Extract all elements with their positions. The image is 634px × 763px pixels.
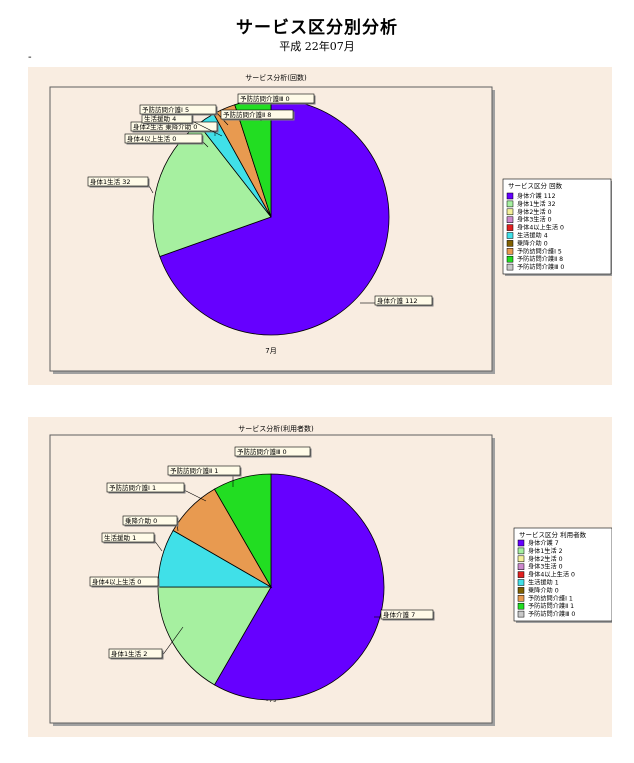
legend-swatch-3	[506, 216, 514, 223]
legend-entry-9: 予防訪問介護Ⅲ 0	[528, 610, 575, 618]
callout-label: 生活援助 4	[144, 114, 176, 123]
callout-box	[101, 532, 155, 543]
callout-leader	[183, 489, 207, 502]
pie-slice-1	[152, 123, 272, 258]
callout-label: 身体介護 7	[383, 610, 415, 619]
legend-entry-6: 乗降介助 0	[517, 239, 548, 247]
legend-entry-4: 身体4以上生活 0	[517, 224, 564, 232]
legend-swatch-5	[517, 579, 525, 586]
legend-title: サービス区分 利用者数	[519, 530, 587, 539]
callout-label: 予防訪問介護Ⅱ 1	[170, 466, 218, 475]
pie-slice-8	[213, 473, 272, 589]
callout-label: 身体2生活 乗降介助 0	[133, 122, 197, 131]
callout-box	[374, 295, 433, 306]
legend-entry-0: 身体介護 7	[528, 539, 559, 547]
legend-entry-1: 身体1生活 32	[517, 200, 556, 208]
callout-box	[106, 482, 185, 493]
chart-title: サービス分析(回数)	[245, 73, 307, 82]
callout-box	[237, 93, 315, 104]
legend-swatch-0	[517, 539, 525, 547]
legend-swatch-9	[506, 263, 514, 271]
legend-entry-5: 生活援助 1	[528, 579, 559, 587]
callout-label: 身体1生活 32	[90, 177, 130, 186]
legend-entry-6: 乗降介助 0	[528, 586, 559, 594]
pie-slice-0	[159, 98, 390, 336]
callout-box	[220, 109, 294, 120]
callout-box	[380, 609, 434, 620]
callout-box	[108, 648, 163, 659]
callout-label: 乗降介助 0	[125, 516, 157, 525]
legend-swatch-4	[517, 571, 525, 578]
callout-label: 予防訪問介護Ⅲ 0	[240, 94, 290, 103]
x-axis-label: 7月	[265, 347, 276, 355]
legend-swatch-1	[517, 547, 525, 555]
callout-box	[139, 104, 217, 115]
callout-box	[122, 515, 178, 526]
callout-label: 身体1生活 2	[111, 649, 147, 658]
callout-box	[89, 576, 159, 587]
callout-box	[234, 446, 311, 457]
legend-entry-8: 予防訪問介護Ⅱ 8	[517, 255, 563, 263]
legend-swatch-9	[517, 610, 525, 618]
legend-swatch-2	[506, 208, 514, 216]
callout-label: 生活援助 1	[104, 533, 136, 542]
legend-swatch-7	[517, 595, 525, 602]
legend-entry-3: 身体3生活 0	[528, 563, 563, 571]
legend-swatch-8	[517, 602, 525, 610]
pie-slice-1	[157, 586, 272, 686]
callout-label: 予防訪問介護Ⅱ 8	[223, 110, 271, 119]
callout-label: 身体介護 112	[377, 296, 417, 305]
callout-box	[124, 133, 203, 144]
legend-box	[502, 178, 612, 275]
legend-swatch-8	[506, 255, 514, 263]
callout-label: 予防訪問介護Ⅰ 1	[109, 483, 156, 492]
legend-swatch-1	[506, 200, 514, 208]
legend-entry-7: 予防訪問介護Ⅰ 1	[528, 594, 573, 602]
page-title: サービス区分別分析	[236, 18, 398, 38]
legend-entry-1: 身体1生活 2	[528, 547, 563, 555]
legend-entry-0: 身体介護 112	[517, 192, 556, 200]
legend-swatch-6	[506, 240, 514, 247]
legend-box	[513, 527, 613, 622]
page-subtitle: 平成 22年07月	[279, 40, 355, 53]
legend-swatch-4	[506, 224, 514, 231]
legend-entry-8: 予防訪問介護Ⅱ 1	[528, 602, 574, 610]
legend-entry-2: 身体2生活 0	[528, 555, 563, 563]
legend-entry-2: 身体2生活 0	[517, 208, 552, 216]
legend-entry-7: 予防訪問介護Ⅰ 5	[517, 247, 562, 255]
callout-label: 身体4以上生活 0	[92, 577, 141, 586]
legend-entry-9: 予防訪問介護Ⅲ 0	[517, 263, 564, 271]
legend-swatch-0	[506, 192, 514, 200]
callout-label: 予防訪問介護Ⅲ 0	[237, 447, 287, 456]
chart-title: サービス分析(利用者数)	[238, 424, 314, 433]
legend-swatch-3	[517, 563, 525, 570]
callout-leader	[161, 626, 184, 657]
legend-swatch-5	[506, 232, 514, 239]
callout-label: 身体4以上生活 0	[127, 134, 176, 143]
legend-title: サービス区分 回数	[508, 181, 563, 190]
header-mark: -	[28, 52, 32, 63]
callout-box	[87, 176, 149, 187]
legend-swatch-6	[517, 587, 525, 594]
legend-swatch-7	[506, 248, 514, 255]
legend-entry-5: 生活援助 4	[517, 232, 548, 240]
callout-leader	[191, 120, 223, 137]
callout-box	[167, 465, 241, 476]
legend-swatch-2	[517, 555, 525, 563]
legend-entry-4: 身体4以上生活 0	[528, 571, 575, 579]
legend-entry-3: 身体3生活 0	[517, 216, 552, 224]
pie-slice-0	[213, 473, 385, 701]
chart-panel-visits: サービス分析(回数) 7月 身体介護 112 身体1生活 32 身体4以上生活 0 身体2…	[28, 67, 613, 385]
callout-label: 予防訪問介護Ⅰ 5	[142, 105, 189, 114]
